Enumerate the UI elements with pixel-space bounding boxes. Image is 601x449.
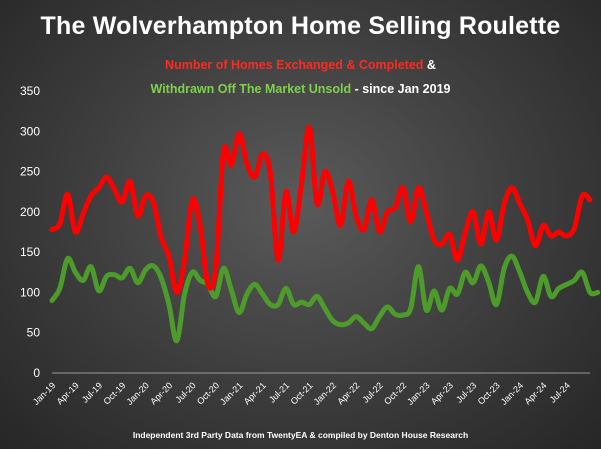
subtitle-series-2-label: Withdrawn Off The Market Unsold <box>150 82 352 96</box>
x-tick-label: Jul-20 <box>173 380 197 404</box>
x-tick-label: Jul-19 <box>80 380 104 404</box>
x-tick-label: Apr-24 <box>522 380 548 406</box>
x-tick-label: Jan-23 <box>405 380 432 407</box>
x-tick-label: Apr-20 <box>148 380 174 406</box>
x-tick-label: Jul-23 <box>454 380 478 404</box>
y-tick-label: 0 <box>33 366 40 380</box>
subtitle-ampersand: & <box>426 58 436 72</box>
x-tick-label: Apr-19 <box>55 380 81 406</box>
chart-title: The Wolverhampton Home Selling Roulette <box>40 12 561 40</box>
x-tick-label: Jan-21 <box>218 380 245 407</box>
chart-subtitle-line-1: Number of Homes Exchanged & Completed & <box>0 58 601 72</box>
series-lines <box>49 124 601 344</box>
x-tick-label: Jul-22 <box>360 380 384 404</box>
x-tick-label: Oct-20 <box>195 380 221 406</box>
x-tick-label: Jan-20 <box>124 380 151 407</box>
x-tick-label: Jul-21 <box>267 380 291 404</box>
x-axis: Jan-19Apr-19Jul-19Oct-19Jan-20Apr-20Jul-… <box>31 372 590 407</box>
y-tick-label: 50 <box>27 326 41 340</box>
subtitle-since-text: - since Jan 2019 <box>351 82 451 96</box>
x-tick-label: Oct-23 <box>476 380 502 406</box>
x-tick-label: Apr-23 <box>429 380 455 406</box>
source-footnote: Independent 3rd Party Data from TwentyEA… <box>132 430 469 440</box>
y-tick-label: 250 <box>20 165 40 179</box>
x-tick-label: Oct-22 <box>382 380 408 406</box>
x-tick-label: Apr-22 <box>335 380 361 406</box>
y-tick-label: 150 <box>20 245 40 259</box>
subtitle-series-1-label: Number of Homes Exchanged & Completed <box>165 58 424 72</box>
y-axis: 0 50 100 150 200 250 300 350 <box>20 84 40 380</box>
y-tick-label: 100 <box>20 285 40 299</box>
chart-subtitle-line-2: Withdrawn Off The Market Unsold - since … <box>0 82 601 96</box>
y-tick-label: 200 <box>20 205 40 219</box>
series-line-exchanged-completed <box>49 124 593 295</box>
series-line-withdrawn-unsold <box>49 253 601 344</box>
x-tick-label: Jan-24 <box>499 380 526 407</box>
y-tick-label: 300 <box>20 124 40 138</box>
x-tick-label: Apr-21 <box>242 380 268 406</box>
x-tick-label: Oct-19 <box>101 380 127 406</box>
x-tick-label: Jan-19 <box>31 380 58 407</box>
x-tick-label: Jan-22 <box>312 380 339 407</box>
y-tick-label: 350 <box>20 84 40 98</box>
x-tick-label: Jul-24 <box>548 380 572 404</box>
x-tick-label: Oct-21 <box>289 380 315 406</box>
